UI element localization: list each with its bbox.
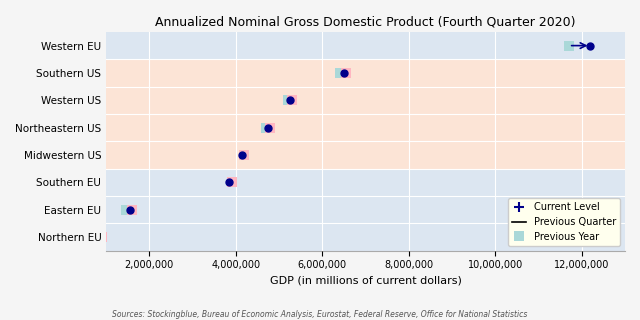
Title: Annualized Nominal Gross Domestic Product (Fourth Quarter 2020): Annualized Nominal Gross Domestic Produc… xyxy=(156,15,576,28)
Text: Sources: Stockingblue, Bureau of Economic Analysis, Eurostat, Federal Reserve, O: Sources: Stockingblue, Bureau of Economi… xyxy=(112,310,528,319)
Bar xyxy=(106,141,625,169)
Bar xyxy=(106,114,625,141)
Bar xyxy=(106,223,625,251)
Bar xyxy=(106,32,625,59)
Bar xyxy=(106,196,625,223)
Bar xyxy=(106,169,625,196)
Bar xyxy=(106,59,625,87)
X-axis label: GDP (in millions of current dollars): GDP (in millions of current dollars) xyxy=(269,276,461,286)
Bar xyxy=(106,87,625,114)
Legend: Current Level, Previous Quarter, Previous Year: Current Level, Previous Quarter, Previou… xyxy=(508,198,620,246)
